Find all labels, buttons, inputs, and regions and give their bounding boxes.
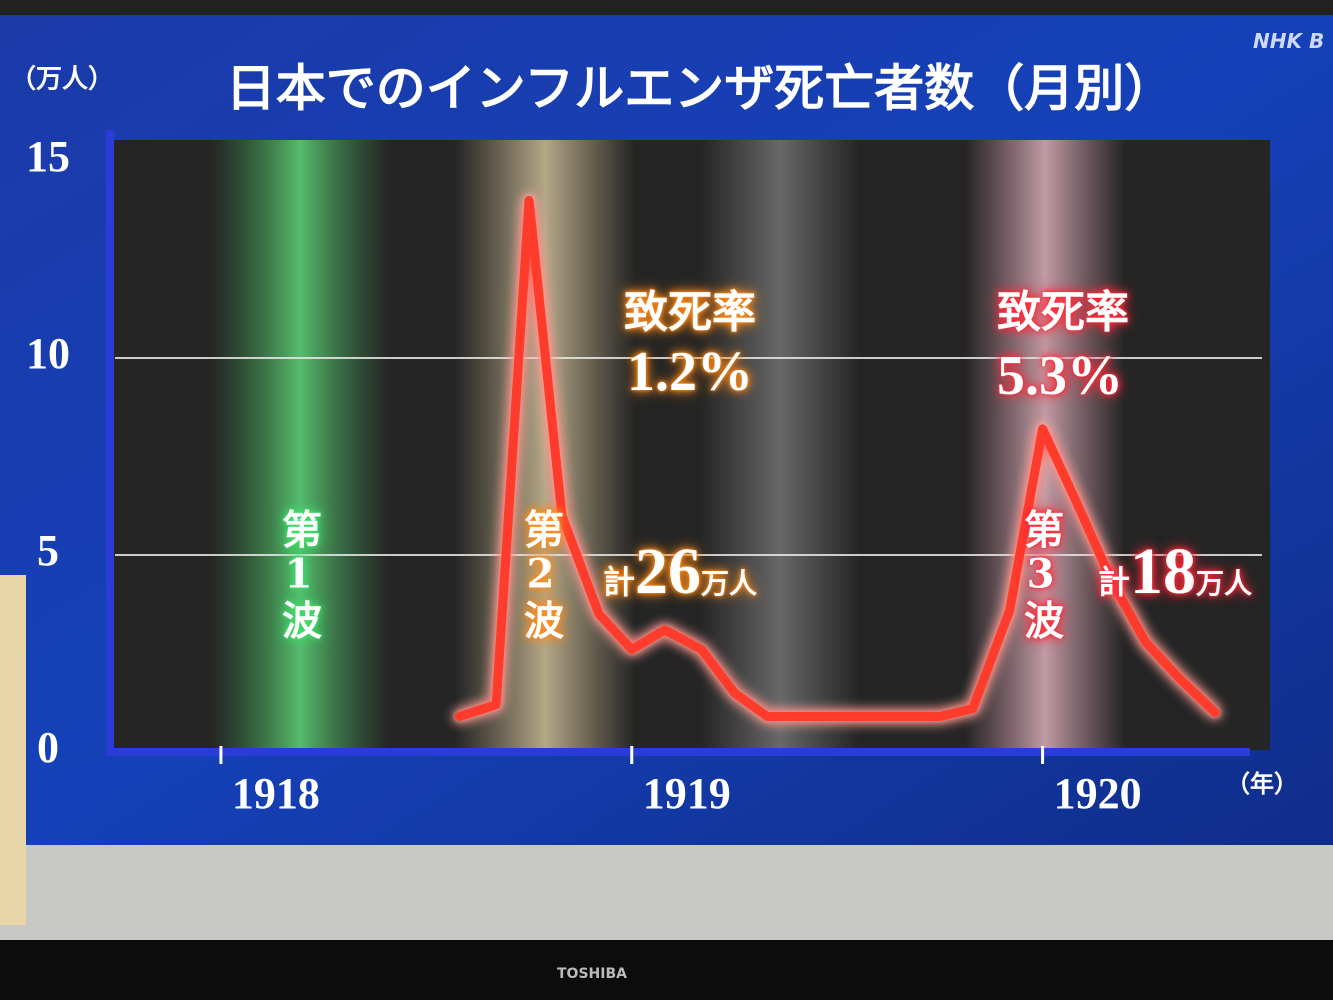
- tv-bezel: [0, 940, 1333, 1000]
- screen-lower: [0, 845, 1333, 945]
- wave-label: 第2波: [517, 508, 564, 642]
- y-tick-label: 10: [26, 329, 70, 378]
- total-prefix: 計: [1097, 563, 1130, 601]
- total-unit: 万人: [1196, 567, 1253, 600]
- fatality-label: 致死率: [997, 287, 1129, 338]
- chart-title: 日本でのインフルエンザ死亡者数（月別）: [226, 60, 1175, 118]
- x-tick-label: 1920: [1054, 769, 1142, 818]
- fatality-label: 致死率: [624, 287, 756, 338]
- y-tick-label: 15: [26, 132, 70, 181]
- side-image: [0, 575, 26, 925]
- logo: NHK B: [1253, 29, 1324, 53]
- wave-label: 第1波: [275, 508, 322, 642]
- total-value: 18: [1130, 535, 1196, 608]
- y-unit: （万人）: [10, 65, 114, 95]
- x-tick-label: 1918: [232, 769, 320, 818]
- total: 計 26 万人: [603, 534, 757, 610]
- band: [210, 140, 390, 750]
- band: [700, 140, 860, 750]
- total-prefix: 計: [602, 563, 635, 601]
- total-unit: 万人: [701, 567, 758, 600]
- tv-brand: TOSHIBA: [557, 966, 627, 982]
- total-value: 26: [635, 535, 701, 608]
- y-tick-label: 0: [37, 723, 59, 772]
- y-tick-label: 5: [37, 526, 59, 575]
- total: 計 18 万人: [1098, 534, 1252, 610]
- line: [454, 195, 1220, 722]
- x-tick-label: 1919: [643, 769, 731, 818]
- fatality-rate: 5.3%: [997, 345, 1123, 407]
- x-unit: （年）: [1226, 770, 1298, 798]
- band: [455, 140, 635, 750]
- fatality-rate: 1.2%: [627, 341, 753, 403]
- wave-label: 第3波: [1017, 508, 1064, 642]
